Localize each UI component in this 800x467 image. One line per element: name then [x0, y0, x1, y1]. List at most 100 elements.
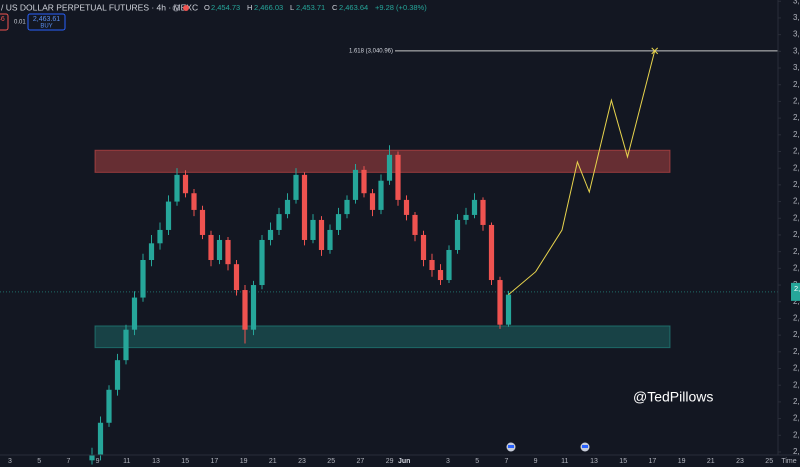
y-tick-label: 2,880 [793, 113, 800, 122]
value: 2,453.71 [296, 3, 325, 12]
support-zone [94, 325, 671, 349]
candle-body [131, 297, 138, 330]
candle-body [225, 239, 231, 265]
y-tick-label: 2,920 [793, 97, 800, 106]
x-tick-label: 15 [181, 458, 189, 465]
x-tick-label: 3 [446, 458, 450, 465]
x-tick-label: 19 [678, 458, 686, 465]
candle-body [361, 169, 367, 194]
candle-body [412, 214, 418, 235]
y-tick-label: 2,160 [793, 414, 800, 423]
x-tick-label: 21 [707, 458, 715, 465]
y-tick-label: 2,440 [793, 297, 800, 306]
candle-body [352, 169, 359, 200]
candle-body [497, 280, 503, 325]
y-tick-label: 2,400 [793, 314, 800, 323]
candle-body [97, 422, 104, 455]
x-tick-label: 9 [96, 458, 100, 465]
y-tick-label: 3,120 [793, 13, 800, 22]
resistance-zone [94, 149, 671, 173]
candle-body [327, 229, 333, 250]
value: 2,466.03 [254, 3, 283, 12]
icon [183, 5, 189, 11]
y-tick-label: 2,320 [793, 347, 800, 356]
spread: 0.01 [14, 20, 26, 26]
candle-body [386, 154, 393, 181]
x-tick-label: 23 [298, 458, 306, 465]
y-tick-label: 2,200 [793, 397, 800, 406]
projection-line [508, 50, 656, 295]
y-tick-label: 3,000 [793, 63, 800, 72]
candle-body [344, 199, 350, 215]
candle-body [378, 180, 384, 210]
candle-body [429, 260, 435, 271]
projection-end [651, 47, 659, 55]
candle-body [369, 193, 376, 210]
x-tick-label: 5 [475, 458, 479, 465]
candle-body [208, 234, 214, 261]
candle-body [276, 214, 282, 230]
y-tick-label: 2,720 [793, 180, 800, 189]
candle-body [199, 209, 206, 235]
x-tick-label: 23 [736, 458, 744, 465]
value: 2,454.73 [211, 3, 240, 12]
candle-body [318, 219, 325, 250]
x-tick-label: 29 [386, 458, 394, 465]
buy-label: BUY [40, 24, 52, 30]
fib-label: 1.618 (3,040.96) [349, 49, 393, 55]
y-tick-label: 3,080 [793, 30, 800, 39]
candle-body [140, 260, 146, 298]
candle-body [233, 264, 240, 291]
value: 2,463.64 [339, 3, 368, 12]
watermark: @TedPillows [633, 389, 713, 405]
candle-body [157, 229, 163, 244]
y-tick-label: 2,080 [793, 447, 800, 456]
event-icon[interactable] [506, 442, 516, 452]
label: L [290, 3, 294, 12]
x-tick-label: Jun [398, 458, 410, 465]
candle-body [165, 201, 172, 230]
y-tick-label: 2,760 [793, 163, 800, 172]
time-label: Time [781, 458, 796, 465]
candle-body [335, 214, 342, 230]
y-tick-label: 2,600 [793, 230, 800, 239]
y-tick-label: 3,160 [793, 0, 800, 5]
candle-body [114, 360, 121, 390]
buy-price: 2,463.61 [33, 16, 60, 23]
candle-body [437, 270, 444, 281]
y-tick-label: 2,240 [793, 380, 800, 389]
x-tick-label: 25 [327, 458, 335, 465]
candle-body [480, 199, 486, 225]
label: O [204, 3, 210, 12]
y-tick-label: 2,360 [793, 330, 800, 339]
candle-body [216, 239, 223, 261]
candle-body [293, 174, 299, 200]
x-tick-label: 13 [152, 458, 160, 465]
y-tick-label: 2,840 [793, 130, 800, 139]
buy-button[interactable] [27, 13, 66, 31]
x-tick-label: 17 [211, 458, 219, 465]
last-price-box [791, 282, 800, 301]
event-icon[interactable] [580, 442, 590, 452]
x-tick-label: 9 [534, 458, 538, 465]
candle-body [267, 229, 274, 240]
candle-body [454, 219, 461, 250]
candle-body [310, 219, 316, 240]
y-tick-label: 3,040 [793, 46, 800, 55]
x-tick-label: 11 [561, 458, 568, 465]
label: H [247, 3, 252, 12]
x-tick-label: 15 [619, 458, 627, 465]
candle-body [191, 193, 197, 210]
icon [172, 4, 180, 12]
candle-body [148, 243, 155, 261]
sell-price: 46 [0, 16, 5, 23]
y-tick-label: 2,560 [793, 247, 800, 256]
ohlc: O 2,454.73 H 2,466.03 L 2,453.71 C 2,463… [204, 3, 427, 12]
x-tick-label: 21 [269, 458, 277, 465]
plot: 1.618 (3,040.96) [0, 49, 778, 465]
sell-button[interactable] [0, 13, 9, 31]
y-tick-label: 2,120 [793, 430, 800, 439]
y-tick-label: 2,800 [793, 147, 800, 156]
